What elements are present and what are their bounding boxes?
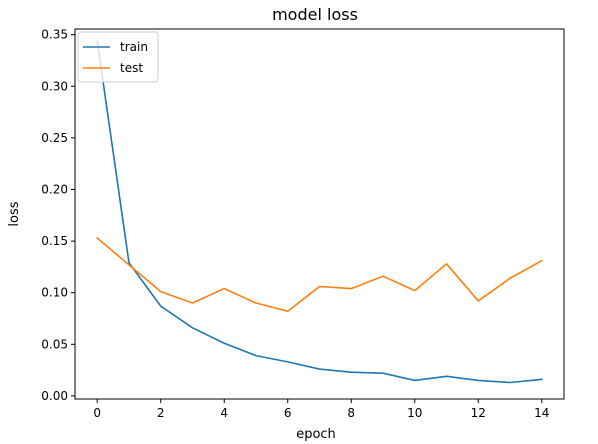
y-tick-label: 0.05 [41, 337, 68, 351]
x-tick-label: 14 [534, 406, 549, 420]
x-tick-label: 8 [347, 406, 355, 420]
y-axis-label: loss [7, 201, 22, 226]
chart-title: model loss [272, 5, 358, 24]
y-axis-ticks: 0.00 0.05 0.10 0.15 0.20 0.25 0.30 0.35 [41, 28, 75, 403]
series-line-train [96, 39, 543, 384]
plot-area [96, 39, 543, 384]
x-tick-label: 6 [284, 406, 292, 420]
x-axis-ticks: 0 2 4 6 8 10 12 14 [93, 399, 549, 420]
legend-label-test: test [120, 61, 143, 75]
y-tick-label: 0.30 [41, 79, 68, 93]
series-line-test [96, 236, 543, 313]
y-tick-label: 0.20 [41, 182, 68, 196]
legend-box [77, 31, 159, 83]
legend: train test [77, 31, 159, 83]
y-tick-label: 0.10 [41, 286, 68, 300]
x-axis-label: epoch [296, 427, 336, 442]
legend-label-train: train [120, 40, 148, 54]
x-tick-label: 12 [471, 406, 486, 420]
x-tick-label: 2 [157, 406, 165, 420]
y-tick-label: 0.25 [41, 131, 68, 145]
y-tick-label: 0.15 [41, 234, 68, 248]
axes-frame [74, 28, 565, 400]
y-tick-label: 0.35 [41, 28, 68, 42]
x-tick-label: 0 [93, 406, 101, 420]
y-tick-label: 0.00 [41, 389, 68, 403]
x-tick-label: 10 [407, 406, 422, 420]
x-tick-label: 4 [220, 406, 228, 420]
